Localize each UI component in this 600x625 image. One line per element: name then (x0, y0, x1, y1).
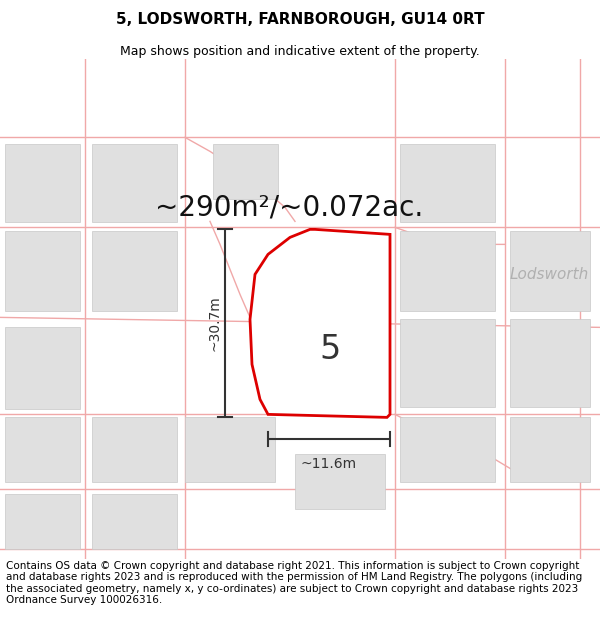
Bar (510, 231, 590, 311)
Text: ~30.7m: ~30.7m (208, 296, 222, 351)
Bar (5, 494, 80, 549)
Bar (400, 231, 495, 311)
Bar (5, 144, 80, 222)
Text: ~11.6m: ~11.6m (301, 458, 357, 471)
Bar (400, 418, 495, 482)
Text: dsworth: dsworth (303, 246, 353, 259)
Bar (400, 319, 495, 408)
Bar (510, 418, 590, 482)
Bar (185, 418, 275, 482)
Bar (5, 231, 80, 311)
Bar (295, 454, 385, 509)
Polygon shape (250, 229, 390, 418)
Text: Contains OS data © Crown copyright and database right 2021. This information is : Contains OS data © Crown copyright and d… (6, 561, 582, 606)
Text: 5: 5 (319, 333, 341, 366)
Bar (92, 231, 177, 311)
Text: Lodsworth: Lodsworth (510, 267, 589, 282)
Bar (5, 328, 80, 409)
Bar (5, 418, 80, 482)
Text: 5, LODSWORTH, FARNBOROUGH, GU14 0RT: 5, LODSWORTH, FARNBOROUGH, GU14 0RT (116, 12, 484, 27)
Bar (92, 418, 177, 482)
Bar (213, 144, 278, 199)
Bar (400, 144, 495, 222)
Bar (268, 269, 388, 379)
Bar (92, 144, 177, 222)
Bar (92, 494, 177, 549)
Bar (510, 319, 590, 408)
Text: ~290m²/~0.072ac.: ~290m²/~0.072ac. (155, 193, 423, 221)
Text: Map shows position and indicative extent of the property.: Map shows position and indicative extent… (120, 44, 480, 58)
